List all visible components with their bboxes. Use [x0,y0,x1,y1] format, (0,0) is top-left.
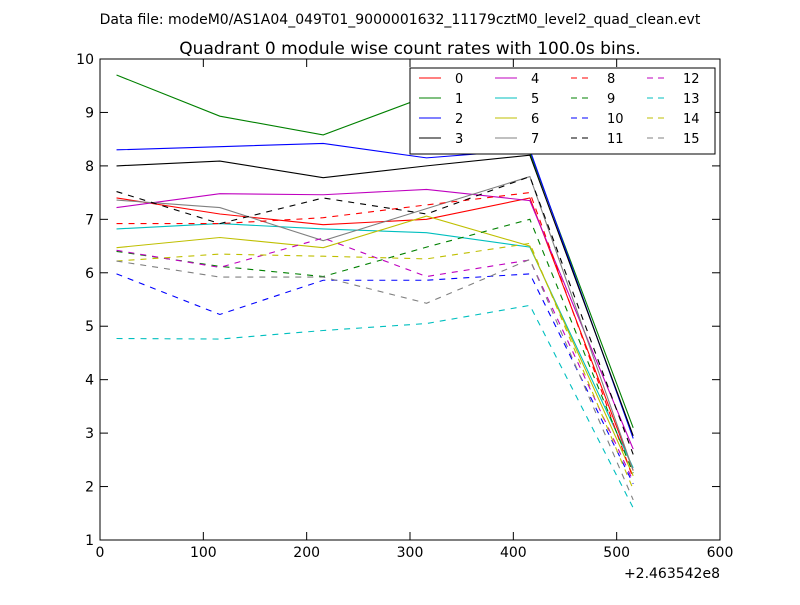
y-tick-label: 6 [85,266,94,282]
y-tick-label: 5 [85,319,94,335]
legend-label-8: 8 [607,72,615,87]
figure-suptitle: Data file: modeM0/AS1A04_049T01_90000016… [100,12,701,28]
legend-label-10: 10 [607,112,624,127]
legend-label-14: 14 [683,112,700,127]
x-tick-label: 300 [397,545,424,561]
legend-frame [409,67,716,155]
x-tick-label: 600 [707,545,734,561]
legend-label-9: 9 [607,92,615,107]
series-line-7 [116,175,634,471]
x-offset-label: +2.463542e8 [624,566,720,582]
y-tick-label: 1 [85,533,94,549]
series-line-13 [116,304,634,509]
y-tick-label: 9 [85,105,94,121]
legend-label-12: 12 [683,72,700,87]
series-line-3 [116,154,634,436]
x-tick-label: 200 [293,545,320,561]
y-tick-label: 7 [85,212,94,228]
legend-label-15: 15 [683,132,700,147]
legend-label-2: 2 [455,112,463,127]
legend-label-0: 0 [455,72,463,87]
y-tick-label: 4 [85,373,94,389]
series-line-9 [116,218,634,474]
y-tick-label: 10 [76,52,94,68]
series-line-8 [116,192,634,479]
series-line-15 [116,258,634,501]
x-tick-label: 0 [96,545,105,561]
chart-title: Quadrant 0 module wise count rates with … [179,39,640,59]
x-axis: 0 100 200 300 400 500 600 [96,59,734,561]
series-line-4 [116,188,634,450]
x-tick-label: 400 [500,545,527,561]
y-tick-label: 3 [85,426,94,442]
series-line-11 [116,175,634,455]
x-tick-label: 100 [190,545,217,561]
legend-label-6: 6 [531,112,539,127]
y-tick-label: 2 [85,480,94,496]
legend-label-11: 11 [607,132,624,147]
legend-label-1: 1 [455,92,463,107]
series-line-14 [116,242,634,490]
legend-label-3: 3 [455,132,463,147]
legend-label-5: 5 [531,92,539,107]
series-line-2 [116,142,634,439]
series-lines [116,74,634,509]
x-tick-label: 500 [603,545,630,561]
legend-label-4: 4 [531,72,539,87]
legend-label-13: 13 [683,92,700,107]
series-line-12 [116,237,634,482]
y-tick-label: 8 [85,159,94,175]
legend-label-7: 7 [531,132,539,147]
